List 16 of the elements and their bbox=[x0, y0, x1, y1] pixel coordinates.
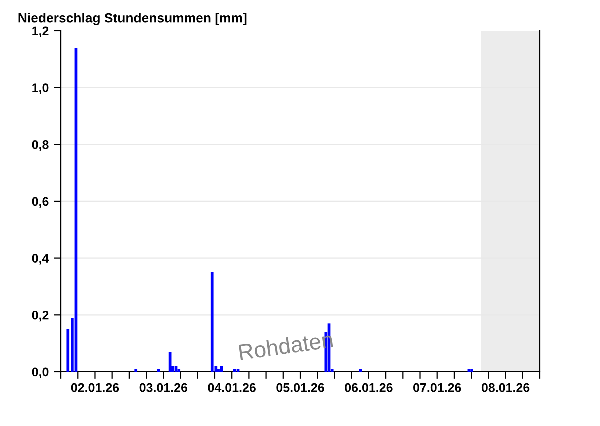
x-tick-label: 03.01.26 bbox=[140, 383, 188, 392]
x-tick-label: 04.01.26 bbox=[208, 383, 256, 392]
y-tick-label: 0,8 bbox=[32, 140, 49, 152]
y-tick-label: 1,2 bbox=[32, 26, 49, 38]
y-tick-label: 0,2 bbox=[32, 310, 49, 322]
x-tick-label: 06.01.26 bbox=[345, 383, 393, 392]
y-tick-label: 1,0 bbox=[32, 84, 49, 94]
annotation: Rohdaten bbox=[238, 331, 334, 360]
x-tick-label: 07.01.26 bbox=[414, 383, 462, 392]
y-tick-label: 0,6 bbox=[32, 197, 49, 208]
x-tick-label: 08.01.26 bbox=[482, 383, 530, 392]
y-tick-label: 0,0 bbox=[32, 368, 49, 378]
x-tick-label: 05.01.26 bbox=[276, 383, 324, 392]
chart-title: Niederschlag Stundensummen [mm] bbox=[18, 13, 247, 26]
y-tick-label: 0,4 bbox=[32, 254, 50, 265]
x-tick-label: 02.01.26 bbox=[71, 383, 120, 392]
